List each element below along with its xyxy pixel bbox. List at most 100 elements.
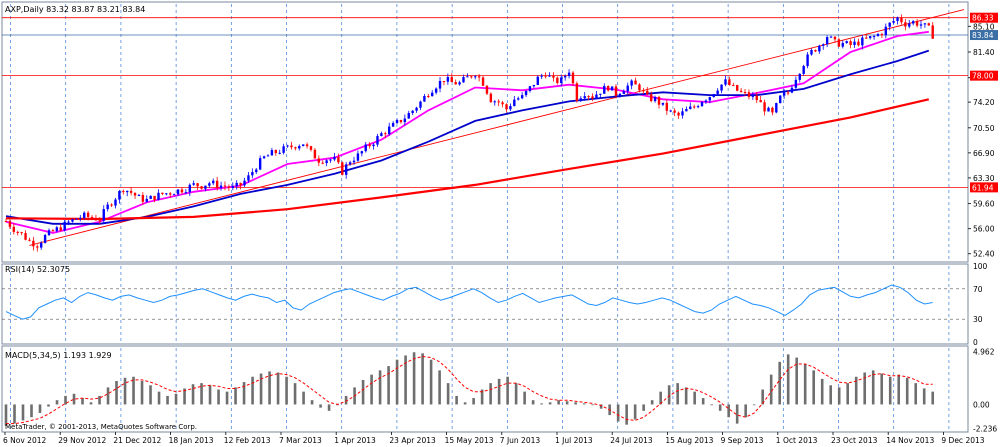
candle-body [786,92,790,94]
candle-body [810,49,813,55]
candle-body [634,80,637,85]
macd-bar [667,385,671,405]
macd-bar [4,404,8,426]
moving-averages [5,9,965,246]
candle-body [669,110,672,112]
date-tick-label: 14 Nov 2013 [886,436,934,445]
candle-body [696,106,700,108]
rsi-indicator [2,284,968,320]
price-tick-label: 70.50 [973,124,995,133]
candle-body [868,36,872,39]
chart-title: AXP,Daily 83.32 83.87 83.21 83.84 [5,5,145,14]
price-marker [970,30,998,41]
candle-body [71,219,74,222]
candle-body [927,23,931,26]
macd-bar [327,404,331,411]
macd-bar [897,374,901,405]
candle-body [591,96,594,99]
rsi-tick-label: 30 [973,315,983,324]
candle-body [681,111,684,116]
candle-body [235,182,238,187]
macd-bar [582,403,586,405]
candle-body [67,221,70,223]
candle-body [532,84,536,87]
candle-body [16,231,19,233]
candle-body [579,98,582,102]
macd-bar [701,398,705,405]
candle-body [571,72,575,84]
macd-bar [829,385,832,405]
macd-bar [412,352,416,405]
candle-body [888,22,891,27]
price-tick-label: 74.20 [973,98,995,107]
candle-body [176,189,180,195]
candle-body [583,96,586,99]
candle-body [145,198,148,202]
macd-bar [149,385,152,405]
date-tick-label: 15 Aug 2013 [665,436,713,445]
macd-bar [387,366,390,405]
candle-body [497,101,500,103]
candlesticks [4,14,934,252]
macd-bar [319,404,322,408]
candle-body [180,189,184,193]
macd-bar [506,376,509,405]
macd-bar [846,383,849,405]
candle-body [446,77,450,82]
price-marker-label: 61.94 [972,183,994,192]
macd-bar [115,381,118,405]
macd-bar [30,404,33,418]
candle-body [560,77,563,83]
macd-signal-line [6,355,933,425]
macd-bar [446,383,450,405]
candle-body [845,41,848,44]
candle-body [575,83,579,102]
candle-body [90,216,94,218]
candle-body [548,75,551,77]
candle-body [161,192,164,194]
candle-body [129,190,133,193]
macd-bar [786,354,790,405]
candle-body [368,144,371,147]
candle-body [258,158,262,170]
macd-bar [13,404,16,424]
candle-body [75,218,78,220]
macd-bar [302,391,305,405]
candle-body [325,160,328,164]
candle-body [278,152,281,154]
candle-body [298,146,301,149]
candle-body [915,21,919,26]
macd-bar [489,383,492,405]
macd-bar [259,373,263,405]
candle-body [865,37,868,39]
macd-bar [200,383,203,405]
candle-body [716,90,719,95]
candle-body [782,92,786,96]
candle-body [411,110,414,114]
candle-body [247,175,250,181]
candle-body [262,156,266,159]
candle-body [399,119,403,123]
candle-body [4,221,8,223]
candle-body [814,49,817,52]
macd-bar [98,395,101,405]
candle-body [290,145,293,148]
candle-body [47,230,51,236]
candle-body [427,95,430,97]
macd-tick-label: 0.00 [973,400,990,409]
candle-body [614,86,618,96]
candle-body [333,156,336,160]
candle-body [122,191,125,193]
candle-body [106,204,109,210]
macd-bar [557,400,560,405]
candle-body [79,217,82,219]
candle-body [489,93,493,103]
macd-bar [429,359,433,405]
macd-bar [480,389,484,405]
candle-body [110,204,113,206]
candle-body [395,119,399,123]
macd-bar [157,391,161,405]
candle-body [329,159,332,161]
candle-body [188,184,191,193]
